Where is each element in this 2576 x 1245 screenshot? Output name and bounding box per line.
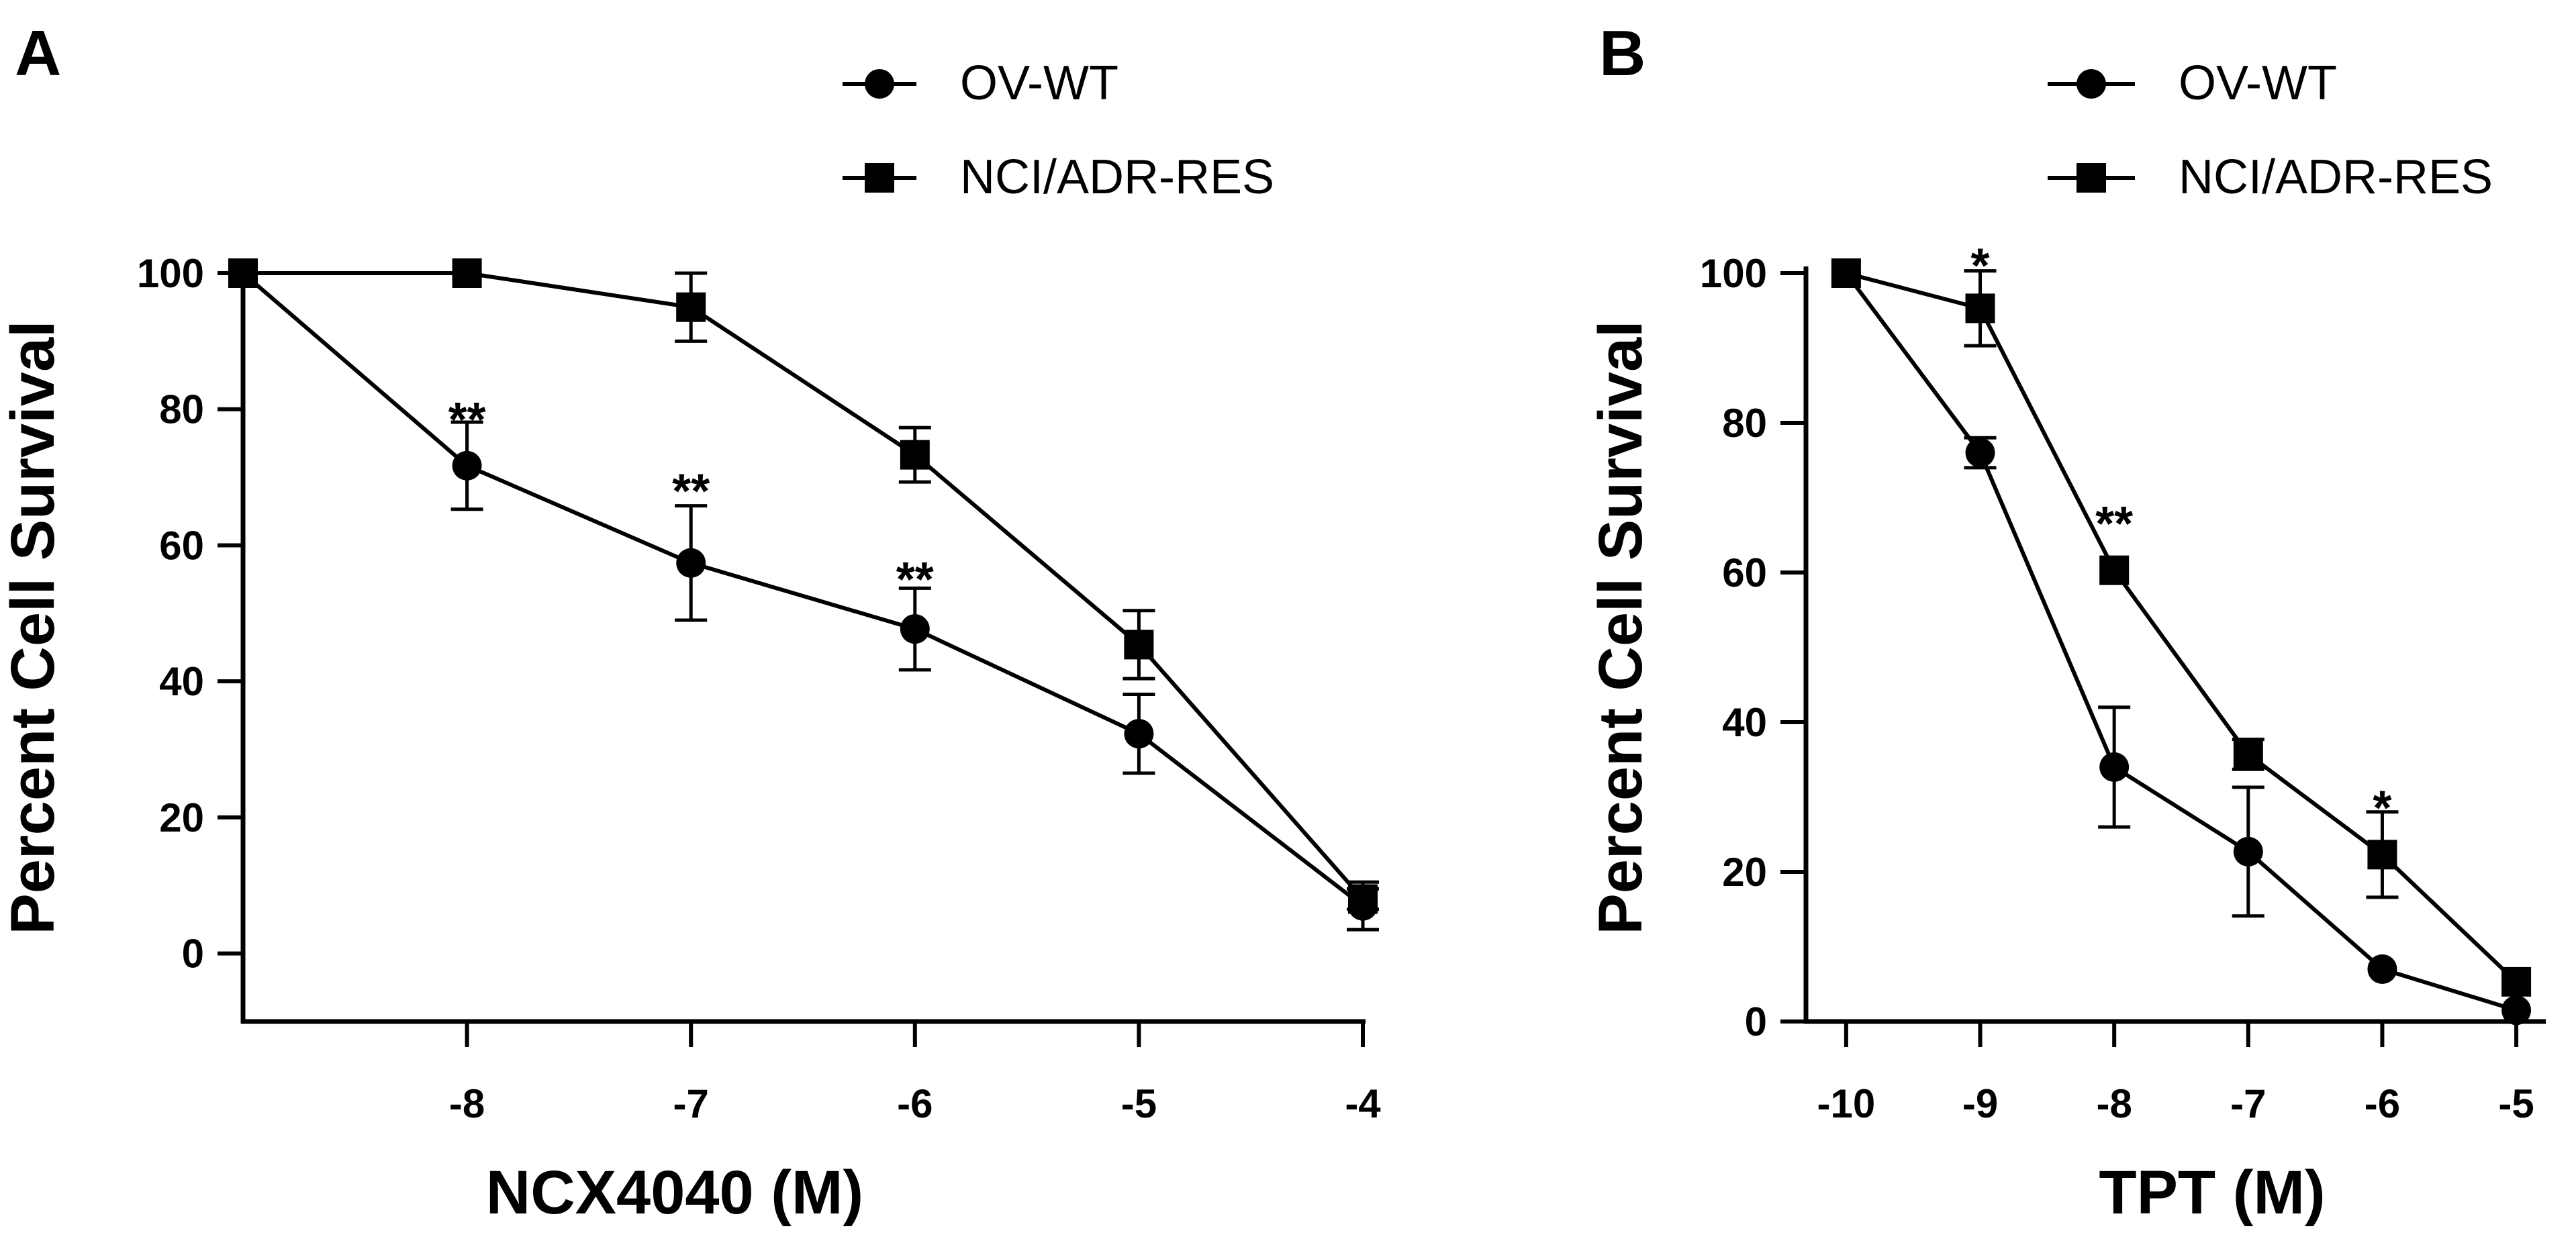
significance-marker: **	[672, 464, 710, 518]
series-nci-adr-res	[1831, 258, 2532, 997]
series-line	[242, 271, 1364, 908]
series-nci-adr-res	[228, 258, 1379, 914]
legend-label-ov-wt: OV-WT	[2179, 56, 2337, 110]
y-tick-label: 100	[137, 251, 204, 296]
y-tick-label: 0	[182, 932, 204, 977]
y-tick-label: 60	[159, 523, 204, 568]
data-point-circle	[452, 450, 482, 481]
significance-marker: **	[448, 393, 486, 447]
panel-b-chart: B OV-WT NCI/ADR-RES TPT (M) Percent Cell…	[1586, 17, 2546, 1227]
data-point-square	[1348, 884, 1378, 914]
legend-marker-square	[2077, 163, 2106, 193]
data-point-square	[2367, 840, 2397, 870]
data-point-square	[228, 258, 258, 288]
significance-marker: **	[896, 553, 934, 607]
data-point-square	[2099, 555, 2130, 585]
x-tick-label: -10	[1817, 1081, 1876, 1126]
y-tick-label: 40	[1722, 700, 1767, 745]
data-point-square	[900, 440, 930, 470]
data-point-circle	[676, 548, 706, 578]
data-point-circle	[2367, 954, 2397, 984]
legend-marker-circle	[2077, 69, 2106, 99]
legend-marker-circle	[865, 69, 894, 99]
y-tick-label: 20	[1722, 850, 1767, 895]
data-point-circle	[1965, 438, 1995, 468]
panel-letter: A	[15, 17, 61, 89]
x-tick-label: -5	[1121, 1081, 1157, 1126]
data-point-circle	[2099, 752, 2130, 782]
panel-letter: B	[1599, 17, 1645, 89]
y-axis-title: Percent Cell Survival	[1586, 320, 1655, 934]
x-tick-label: -8	[449, 1081, 485, 1126]
y-tick-label: 0	[1745, 999, 1767, 1044]
significance-marker: **	[2095, 497, 2133, 551]
x-tick-label: -4	[1345, 1081, 1381, 1126]
data-point-circle	[2501, 995, 2532, 1026]
y-tick-label: 80	[1722, 401, 1767, 446]
series-ov-wt	[228, 258, 1379, 932]
series-ov-wt	[1831, 258, 2532, 1026]
legend-label-nci-adr-res: NCI/ADR-RES	[960, 150, 1274, 204]
data-point-circle	[2233, 836, 2263, 866]
x-axis-title: TPT (M)	[2099, 1158, 2325, 1227]
data-point-square	[676, 292, 706, 322]
series-line	[1844, 272, 2517, 1013]
data-point-circle	[1124, 719, 1154, 749]
data-point-square	[452, 258, 482, 288]
data-point-square	[1965, 293, 1995, 323]
data-point-square	[1124, 630, 1154, 660]
x-tick-label: -6	[897, 1081, 933, 1126]
y-tick-label: 80	[159, 387, 204, 432]
y-tick-label: 20	[159, 795, 204, 840]
y-tick-label: 60	[1722, 550, 1767, 595]
panel-a-chart: A OV-WT NCI/ADR-RES NCX4040 (M) Percent …	[0, 17, 1381, 1227]
x-tick-label: -8	[2096, 1081, 2132, 1126]
y-tick-label: 40	[159, 659, 204, 704]
significance-marker: *	[2373, 782, 2391, 836]
x-tick-label: -5	[2498, 1081, 2534, 1126]
y-tick-label: 100	[1700, 251, 1767, 296]
series-line	[243, 271, 1365, 901]
legend-marker-square	[865, 163, 894, 193]
legend-label-ov-wt: OV-WT	[960, 56, 1118, 110]
significance-marker: *	[1971, 239, 1990, 293]
data-point-square	[2233, 739, 2263, 769]
data-point-square	[2501, 966, 2532, 997]
x-axis-title: NCX4040 (M)	[486, 1158, 863, 1227]
series-line	[1846, 271, 2518, 984]
x-tick-label: -7	[2230, 1081, 2266, 1126]
data-point-square	[1831, 258, 1861, 288]
x-tick-label: -7	[673, 1081, 709, 1126]
x-tick-label: -6	[2365, 1081, 2400, 1126]
x-tick-label: -9	[1962, 1081, 1998, 1126]
data-point-circle	[900, 614, 930, 644]
legend-label-nci-adr-res: NCI/ADR-RES	[2179, 150, 2493, 204]
y-axis-title: Percent Cell Survival	[0, 320, 67, 934]
